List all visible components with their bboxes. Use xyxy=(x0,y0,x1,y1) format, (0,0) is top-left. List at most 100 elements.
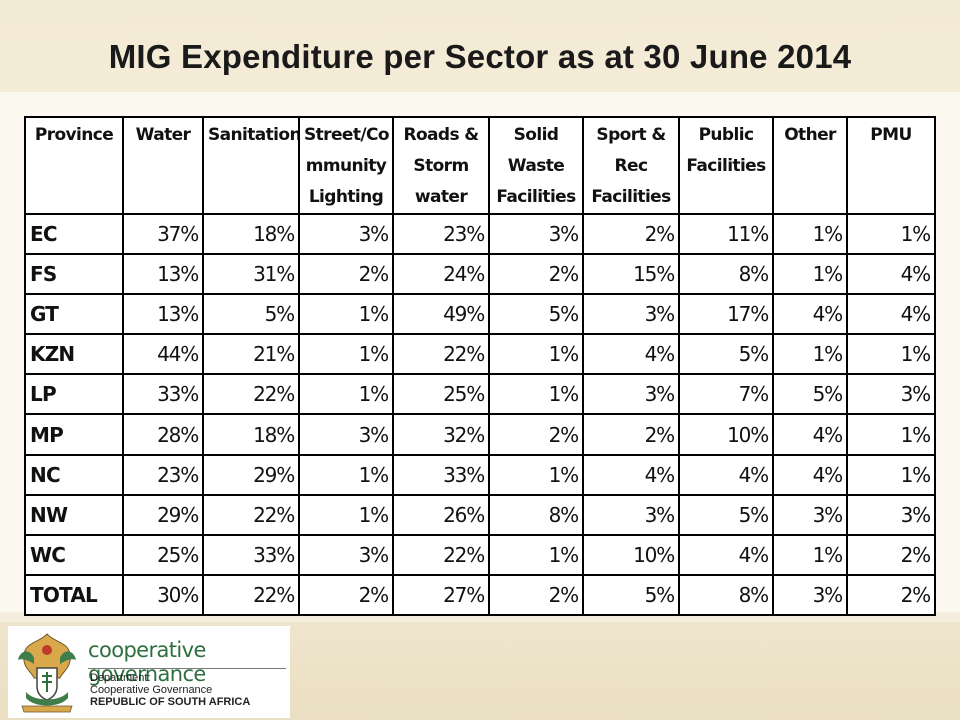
percentage-cell: 1% xyxy=(772,212,848,256)
percentage-cell: 33% xyxy=(122,373,204,416)
percentage-cell: 1% xyxy=(298,333,394,376)
percentage-cell: 2% xyxy=(298,573,394,617)
percentage-cell: 2% xyxy=(488,413,584,456)
percentage-cell: 1% xyxy=(846,333,936,376)
percentage-cell: 21% xyxy=(202,333,300,376)
department-logo: cooperative governance Department: Coope… xyxy=(8,626,290,718)
percentage-cell: 17% xyxy=(678,293,774,336)
header-roads-storm-water: Roads & Storm water xyxy=(392,116,490,215)
percentage-cell: 18% xyxy=(202,212,300,256)
percentage-cell: 3% xyxy=(846,373,936,416)
percentage-cell: 1% xyxy=(772,533,848,576)
province-cell: NW xyxy=(24,493,124,536)
percentage-cell: 7% xyxy=(678,373,774,416)
header-province: Province xyxy=(24,116,124,215)
percentage-cell: 27% xyxy=(392,573,490,617)
percentage-cell: 1% xyxy=(772,333,848,376)
percentage-cell: 8% xyxy=(488,493,584,536)
percentage-cell: 29% xyxy=(122,493,204,536)
percentage-cell: 4% xyxy=(846,253,936,296)
country-name: REPUBLIC OF SOUTH AFRICA xyxy=(90,696,251,708)
percentage-cell: 22% xyxy=(392,333,490,376)
percentage-cell: 1% xyxy=(846,453,936,496)
percentage-cell: 4% xyxy=(846,293,936,336)
percentage-cell: 1% xyxy=(298,493,394,536)
percentage-cell: 3% xyxy=(298,533,394,576)
percentage-cell: 33% xyxy=(392,453,490,496)
footer-band: cooperative governance Department: Coope… xyxy=(0,622,960,720)
percentage-cell: 30% xyxy=(122,573,204,617)
percentage-cell: 10% xyxy=(678,413,774,456)
province-cell: MP xyxy=(24,413,124,456)
percentage-cell: 10% xyxy=(582,533,680,576)
percentage-cell: 2% xyxy=(846,533,936,576)
expenditure-table: Province Water Sanitation Street/Co mmun… xyxy=(24,116,936,617)
percentage-cell: 26% xyxy=(392,493,490,536)
percentage-cell: 13% xyxy=(122,293,204,336)
percentage-cell: 5% xyxy=(202,293,300,336)
percentage-cell: 3% xyxy=(772,493,848,536)
table-header-row: Province Water Sanitation Street/Co mmun… xyxy=(24,116,936,215)
province-cell: WC xyxy=(24,533,124,576)
percentage-cell: 4% xyxy=(678,453,774,496)
percentage-cell: 1% xyxy=(846,413,936,456)
header-solid-waste: Solid Waste Facilities xyxy=(488,116,584,215)
percentage-cell: 22% xyxy=(202,493,300,536)
percentage-cell: 23% xyxy=(122,453,204,496)
percentage-cell: 1% xyxy=(298,293,394,336)
percentage-cell: 1% xyxy=(846,212,936,256)
slide-title: MIG Expenditure per Sector as at 30 June… xyxy=(108,38,852,75)
percentage-cell: 8% xyxy=(678,253,774,296)
percentage-cell: 4% xyxy=(772,293,848,336)
province-cell: LP xyxy=(24,373,124,416)
percentage-cell: 4% xyxy=(582,333,680,376)
percentage-cell: 15% xyxy=(582,253,680,296)
percentage-cell: 2% xyxy=(298,253,394,296)
table-row: KZN 44% 21% 1% 22% 1% 4% 5% 1% 1% xyxy=(24,333,936,376)
percentage-cell: 3% xyxy=(582,373,680,416)
percentage-cell: 5% xyxy=(678,493,774,536)
percentage-cell: 5% xyxy=(488,293,584,336)
percentage-cell: 31% xyxy=(202,253,300,296)
percentage-cell: 1% xyxy=(488,453,584,496)
percentage-cell: 3% xyxy=(582,493,680,536)
percentage-cell: 2% xyxy=(846,573,936,617)
department-name: Cooperative Governance xyxy=(90,684,213,696)
percentage-cell: 1% xyxy=(488,533,584,576)
province-cell: NC xyxy=(24,453,124,496)
percentage-cell: 25% xyxy=(122,533,204,576)
percentage-cell: 24% xyxy=(392,253,490,296)
table-row: EC 37% 18% 3% 23% 3% 2% 11% 1% 1% xyxy=(24,212,936,256)
percentage-cell: 4% xyxy=(582,453,680,496)
percentage-cell: 49% xyxy=(392,293,490,336)
table-row: NC 23% 29% 1% 33% 1% 4% 4% 4% 1% xyxy=(24,453,936,496)
percentage-cell: 29% xyxy=(202,453,300,496)
percentage-cell: 3% xyxy=(298,413,394,456)
percentage-cell: 25% xyxy=(392,373,490,416)
percentage-cell: 22% xyxy=(392,533,490,576)
table-row: MP 28% 18% 3% 32% 2% 2% 10% 4% 1% xyxy=(24,413,936,456)
header-other: Other xyxy=(772,116,848,215)
province-cell: GT xyxy=(24,293,124,336)
table-row: LP 33% 22% 1% 25% 1% 3% 7% 5% 3% xyxy=(24,373,936,416)
percentage-cell: 1% xyxy=(772,253,848,296)
percentage-cell: 18% xyxy=(202,413,300,456)
percentage-cell: 1% xyxy=(488,333,584,376)
coat-of-arms-icon xyxy=(18,633,76,713)
header-public-facilities: Public Facilities xyxy=(678,116,774,215)
percentage-cell: 37% xyxy=(122,212,204,256)
header-pmu: PMU xyxy=(846,116,936,215)
percentage-cell: 5% xyxy=(582,573,680,617)
percentage-cell: 5% xyxy=(772,373,848,416)
percentage-cell: 4% xyxy=(772,453,848,496)
province-cell: KZN xyxy=(24,333,124,376)
percentage-cell: 3% xyxy=(772,573,848,617)
expenditure-table-container: Province Water Sanitation Street/Co mmun… xyxy=(24,116,936,617)
header-sanitation: Sanitation xyxy=(202,116,300,215)
percentage-cell: 11% xyxy=(678,212,774,256)
header-sport-rec: Sport & Rec Facilities xyxy=(582,116,680,215)
percentage-cell: 3% xyxy=(488,212,584,256)
brand-name: cooperative governance xyxy=(88,638,206,686)
percentage-cell: 13% xyxy=(122,253,204,296)
percentage-cell: 32% xyxy=(392,413,490,456)
